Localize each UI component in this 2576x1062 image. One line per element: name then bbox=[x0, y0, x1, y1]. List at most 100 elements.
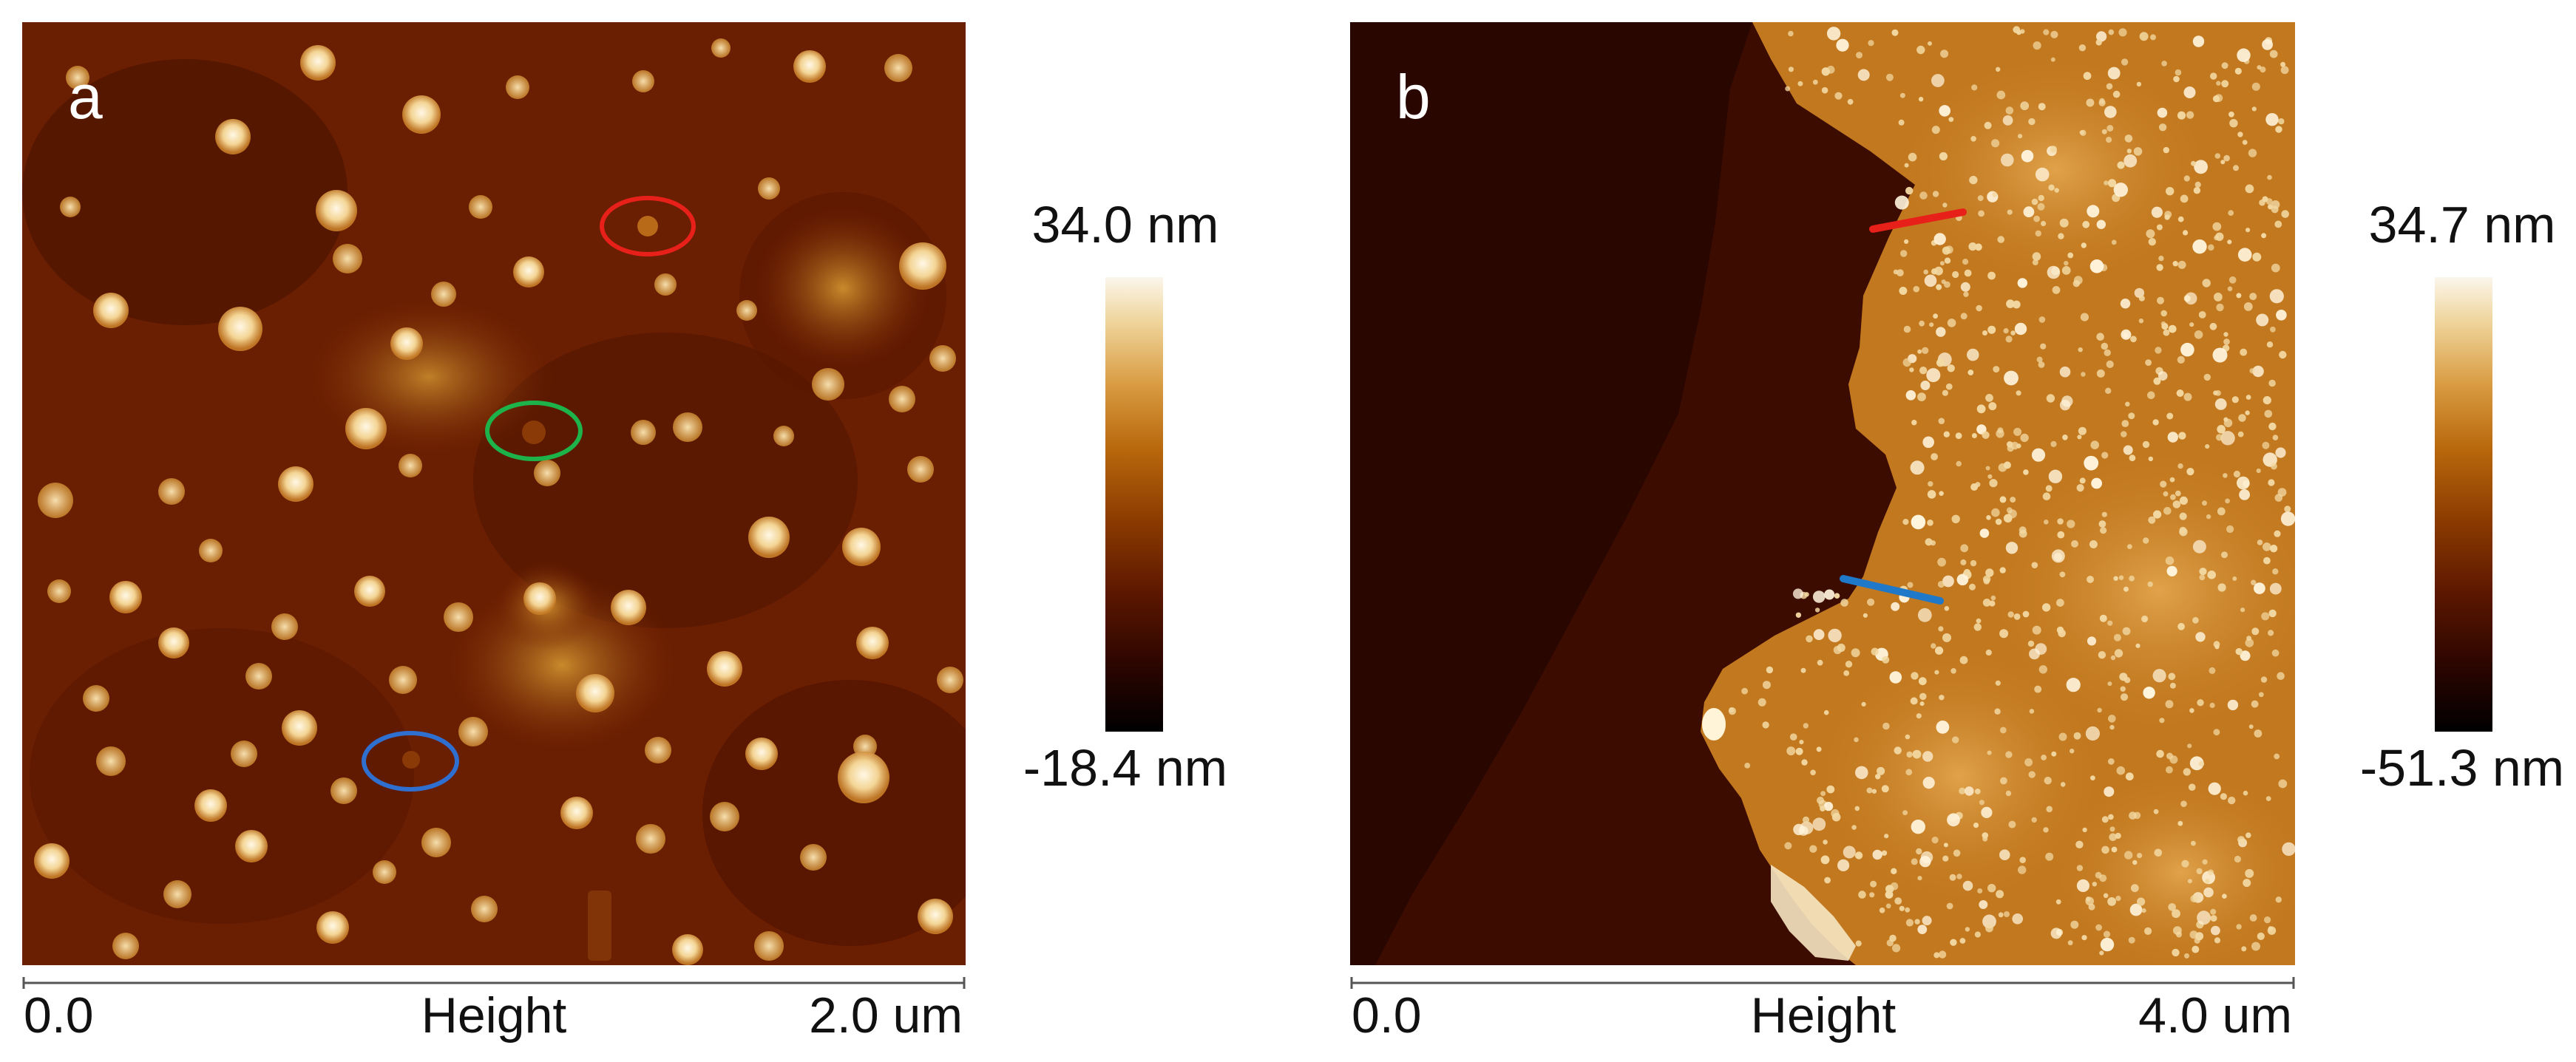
film-particle bbox=[1823, 709, 1829, 715]
film-particle bbox=[2114, 649, 2123, 658]
film-particle bbox=[2177, 355, 2185, 364]
film-particle bbox=[2031, 198, 2038, 205]
film-particle bbox=[2107, 620, 2113, 626]
film-particle bbox=[2177, 463, 2183, 469]
film-particle bbox=[2035, 167, 2050, 182]
film-particle bbox=[2088, 903, 2095, 910]
film-particle bbox=[2087, 205, 2100, 218]
film-particle bbox=[2038, 361, 2045, 368]
film-particle bbox=[1977, 888, 1983, 893]
film-particle bbox=[2261, 612, 2270, 621]
film-particle bbox=[2217, 583, 2226, 592]
film-particle bbox=[1903, 325, 1911, 333]
film-particle bbox=[2127, 544, 2132, 549]
film-particle bbox=[1891, 868, 1897, 875]
film-particle bbox=[1820, 806, 1826, 811]
film-particle bbox=[1962, 259, 1969, 265]
film-particle bbox=[1919, 367, 1928, 375]
film-particle bbox=[1928, 41, 1932, 46]
film-particle bbox=[1899, 287, 1908, 295]
film-particle bbox=[1931, 126, 1940, 135]
film-particle bbox=[2205, 444, 2210, 449]
film-particle bbox=[2133, 147, 2143, 156]
film-particle bbox=[1970, 136, 1976, 142]
film-particle bbox=[1806, 635, 1813, 643]
film-particle bbox=[2197, 699, 2204, 707]
film-particle bbox=[1942, 855, 1949, 862]
film-particle bbox=[2237, 132, 2243, 137]
film-particle bbox=[1985, 568, 1994, 577]
film-particle bbox=[1856, 52, 1862, 59]
film-particle bbox=[2045, 485, 2053, 492]
film-particle bbox=[2005, 542, 2019, 554]
film-particle bbox=[2245, 410, 2250, 415]
film-particle bbox=[1983, 578, 1990, 585]
film-particle bbox=[2016, 30, 2021, 35]
film-particle bbox=[1995, 680, 2001, 686]
film-particle bbox=[2227, 239, 2232, 245]
film-particle bbox=[2251, 106, 2257, 112]
film-particle bbox=[2050, 57, 2055, 62]
film-particle bbox=[1963, 568, 1970, 576]
film-particle bbox=[1762, 721, 1769, 729]
film-particle bbox=[2109, 833, 2117, 842]
film-particle bbox=[1996, 890, 2004, 899]
film-particle bbox=[2079, 477, 2086, 484]
film-particle bbox=[2175, 490, 2181, 497]
film-particle bbox=[2190, 894, 2198, 903]
film-particle bbox=[1994, 708, 2001, 715]
film-particle bbox=[2027, 640, 2035, 647]
film-particle bbox=[2040, 343, 2047, 350]
film-particle bbox=[2005, 336, 2013, 343]
film-particle bbox=[2195, 632, 2206, 642]
film-particle bbox=[2254, 582, 2265, 594]
film-particle bbox=[1891, 29, 1899, 36]
film-particle bbox=[1922, 777, 1935, 789]
film-particle bbox=[1911, 420, 1917, 426]
film-particle bbox=[2179, 496, 2188, 506]
film-particle bbox=[2106, 125, 2114, 132]
film-particle bbox=[2163, 146, 2169, 154]
film-particle bbox=[2135, 643, 2141, 648]
film-particle bbox=[1933, 233, 1946, 245]
film-particle bbox=[2043, 827, 2049, 833]
film-particle bbox=[2147, 581, 2153, 588]
film-particle bbox=[1977, 195, 1984, 202]
film-particle bbox=[1868, 40, 1874, 47]
film-particle bbox=[1923, 269, 1928, 275]
film-particle bbox=[2161, 61, 2167, 67]
film-particle bbox=[2212, 95, 2220, 103]
film-particle bbox=[1824, 589, 1835, 600]
film-particle bbox=[1894, 897, 1902, 905]
film-particle bbox=[1936, 721, 1950, 734]
film-particle bbox=[2234, 855, 2241, 863]
film-particle bbox=[2055, 899, 2061, 905]
film-particle bbox=[2222, 893, 2227, 899]
film-particle bbox=[1840, 599, 1848, 607]
film-particle bbox=[1899, 92, 1905, 98]
film-particle bbox=[2262, 39, 2274, 50]
film-particle bbox=[2225, 498, 2231, 504]
film-particle bbox=[2100, 937, 2115, 952]
film-particle bbox=[2136, 81, 2142, 87]
film-particle bbox=[2099, 614, 2107, 622]
film-particle bbox=[1979, 528, 1990, 538]
film-particle bbox=[2081, 372, 2086, 377]
film-particle bbox=[2172, 909, 2180, 919]
film-particle bbox=[2124, 851, 2133, 860]
film-particle bbox=[1898, 119, 1905, 126]
film-particle bbox=[2245, 639, 2254, 647]
film-particle bbox=[2101, 511, 2107, 517]
film-particle bbox=[2106, 137, 2112, 143]
film-particle bbox=[2240, 607, 2245, 613]
film-particle bbox=[2166, 565, 2177, 576]
film-particle bbox=[2019, 857, 2026, 863]
film-particle bbox=[2006, 299, 2015, 308]
film-particle bbox=[2263, 542, 2271, 551]
film-particle bbox=[2129, 811, 2137, 820]
marker-line-red bbox=[1869, 208, 1967, 233]
film-particle bbox=[2092, 882, 2097, 887]
film-particle bbox=[1907, 582, 1914, 588]
particles-a bbox=[34, 38, 963, 965]
film-particle bbox=[2107, 681, 2112, 687]
